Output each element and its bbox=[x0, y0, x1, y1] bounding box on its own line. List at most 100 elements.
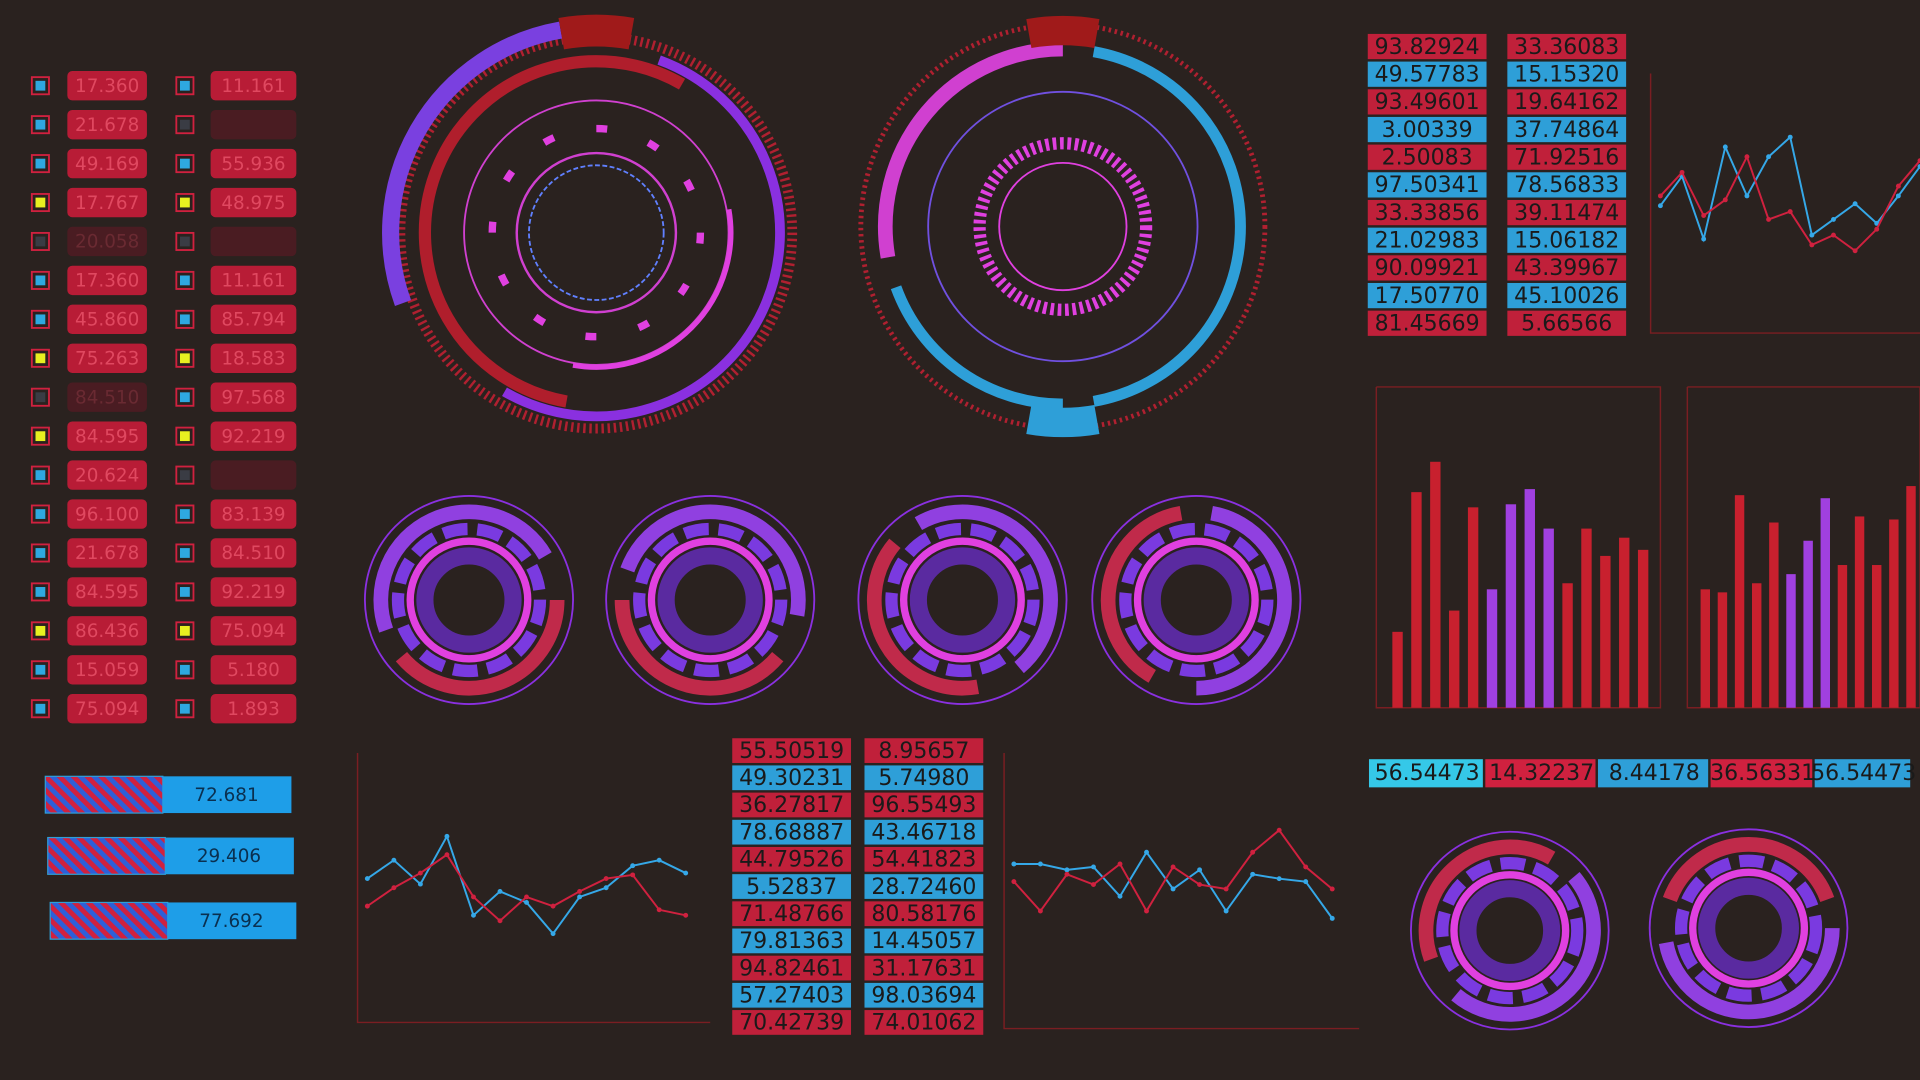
table-value: 78.68887 bbox=[739, 820, 844, 845]
table-value: 43.39967 bbox=[1514, 256, 1619, 281]
table-cell bbox=[864, 846, 984, 872]
strip-cell bbox=[1710, 759, 1813, 788]
line-point bbox=[656, 907, 662, 913]
line-point bbox=[1722, 197, 1728, 203]
ring bbox=[391, 522, 547, 678]
bar bbox=[1543, 528, 1554, 708]
value-box bbox=[67, 655, 147, 685]
line-point bbox=[1064, 871, 1070, 877]
table-cell bbox=[864, 955, 984, 981]
table-cell bbox=[1507, 89, 1627, 115]
table-value: 71.48766 bbox=[739, 902, 844, 927]
ring-arc bbox=[585, 332, 597, 341]
line-point bbox=[630, 872, 636, 878]
bar bbox=[1889, 519, 1899, 708]
checkbox-fill bbox=[35, 197, 46, 208]
value-box bbox=[210, 382, 297, 412]
line-point bbox=[444, 852, 450, 858]
line-point bbox=[497, 888, 503, 894]
line-point bbox=[1809, 232, 1815, 238]
line-point bbox=[1722, 144, 1728, 150]
checkbox-fill bbox=[35, 509, 46, 519]
progress-box bbox=[165, 837, 294, 875]
ring-arc bbox=[683, 178, 695, 192]
table-value: 15.15320 bbox=[1514, 62, 1619, 87]
checkbox-fill bbox=[35, 470, 46, 480]
table-value: 37.74864 bbox=[1514, 118, 1619, 143]
checkbox bbox=[175, 543, 195, 563]
table-cell bbox=[864, 901, 984, 927]
line-point bbox=[1091, 864, 1096, 870]
ring-arc bbox=[1451, 872, 1601, 1022]
checkbox-fill bbox=[180, 625, 190, 636]
value-box bbox=[67, 304, 147, 335]
list-value: 75.094 bbox=[221, 621, 285, 642]
ring bbox=[528, 164, 665, 301]
ring-arc bbox=[620, 504, 806, 617]
value-box bbox=[210, 577, 297, 607]
table-cell bbox=[1367, 310, 1487, 336]
table-value: 49.57783 bbox=[1375, 62, 1480, 87]
line-point bbox=[391, 857, 397, 863]
content: 17.360 21.678 49.169 17.767 20.058 17.360 45.8… bbox=[30, 14, 1920, 1036]
checkbox bbox=[175, 504, 195, 524]
table-cell bbox=[864, 792, 984, 818]
table-value: 49.30231 bbox=[739, 766, 844, 791]
table-cell bbox=[1507, 282, 1627, 309]
ring-arc bbox=[1100, 505, 1183, 683]
checkbox-fill bbox=[180, 392, 190, 403]
strip-cell bbox=[1368, 759, 1483, 788]
bar bbox=[1619, 537, 1630, 708]
line-point bbox=[1276, 876, 1282, 882]
table-value: 45.10026 bbox=[1514, 284, 1619, 309]
bar bbox=[1700, 589, 1710, 708]
checkbox-fill bbox=[180, 275, 190, 286]
line-point bbox=[1809, 242, 1815, 248]
line-point bbox=[1657, 203, 1663, 209]
ring-arc bbox=[696, 232, 705, 244]
value-box bbox=[210, 109, 297, 140]
progress-value: 29.406 bbox=[197, 846, 261, 867]
line-point bbox=[550, 903, 556, 909]
list-value: 18.583 bbox=[221, 349, 285, 370]
value-box bbox=[210, 655, 297, 685]
table-value: 28.72460 bbox=[871, 875, 976, 900]
table-cell bbox=[1367, 89, 1487, 115]
bar bbox=[1505, 504, 1517, 708]
table-cell bbox=[732, 792, 852, 818]
table-value: 5.52837 bbox=[746, 875, 837, 900]
line-point bbox=[1037, 908, 1043, 914]
value-box bbox=[67, 460, 147, 490]
table-cell bbox=[1507, 61, 1627, 87]
line-point bbox=[1037, 861, 1043, 867]
ring-arc bbox=[677, 282, 690, 296]
checkbox-fill bbox=[35, 548, 46, 558]
ring bbox=[605, 495, 816, 705]
checkbox bbox=[175, 76, 195, 96]
chart-frame bbox=[1375, 386, 1662, 709]
table-value: 3.00339 bbox=[1382, 118, 1473, 143]
list-value: 17.360 bbox=[75, 76, 139, 97]
checkbox bbox=[175, 699, 195, 719]
ring-arc bbox=[558, 14, 635, 50]
chart-frame bbox=[1686, 386, 1920, 709]
line-point bbox=[1917, 164, 1920, 169]
table-value: 54.41823 bbox=[871, 848, 976, 873]
ring bbox=[927, 90, 1199, 363]
chart-frame bbox=[1649, 73, 1920, 334]
progress-value: 77.692 bbox=[199, 911, 263, 932]
table-value: 90.09921 bbox=[1375, 256, 1480, 281]
list-value: 20.058 bbox=[75, 232, 139, 253]
table-cell bbox=[732, 846, 852, 872]
checkbox bbox=[30, 582, 50, 602]
ring bbox=[1689, 868, 1809, 988]
bar bbox=[1906, 486, 1916, 708]
checkbox-fill bbox=[35, 587, 46, 597]
ring bbox=[900, 537, 1025, 663]
ring-arc bbox=[1658, 928, 1840, 1020]
table-cell bbox=[1367, 282, 1487, 309]
line-point bbox=[683, 870, 689, 876]
value-box bbox=[67, 71, 147, 101]
